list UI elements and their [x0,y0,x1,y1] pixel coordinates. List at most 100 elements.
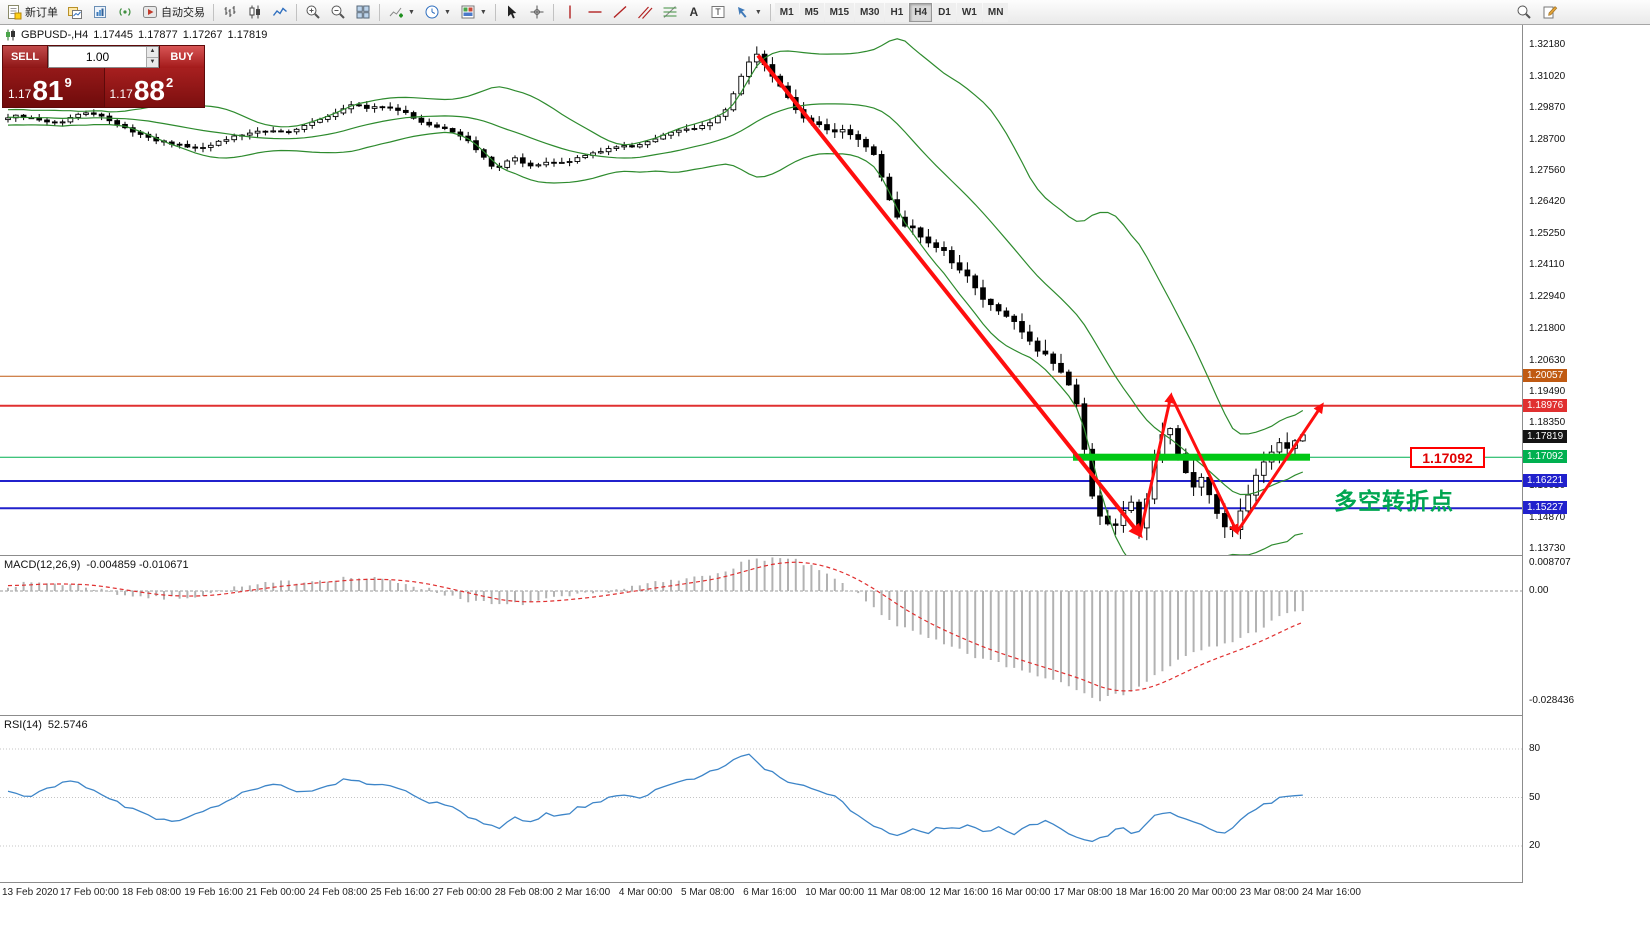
time-axis-label: 23 Mar 08:00 [1239,887,1299,898]
trendline-button[interactable] [608,2,632,23]
chevron-down-icon: ▼ [479,8,487,16]
volume-field[interactable]: 1.00 ▲ ▼ [48,46,159,68]
vertical-line-icon [569,5,571,19]
indicators-icon [389,7,403,18]
macd-header: MACD(12,26,9) -0.004859 -0.010671 [4,559,189,571]
crosshair-button[interactable] [525,2,549,23]
ohlc-open: 1.17445 [93,29,134,41]
macd-scale-label: 0.008707 [1529,557,1571,568]
volume-value[interactable]: 1.00 [85,50,110,64]
timeframe-h4-button[interactable]: H4 [909,2,933,22]
cursor-button[interactable] [500,2,524,23]
timeframe-d1-button[interactable]: D1 [933,2,956,22]
edit-button[interactable] [1538,2,1562,23]
rsi-scale-label: 80 [1529,743,1541,754]
indicators-button[interactable]: ▼ [384,2,419,23]
edit-icon [1543,6,1558,19]
bar-chart-button[interactable] [218,2,242,23]
timeframe-h1-button[interactable]: H1 [885,2,909,22]
price-chart-panel[interactable]: GBPUSD-,H4 1.17445 1.17877 1.17267 1.178… [0,25,1522,556]
rsi-panel[interactable]: RSI(14) 52.5746 [0,716,1522,883]
trendline-icon [613,5,627,19]
price-axis-tick: 1.21800 [1529,322,1566,334]
time-axis-label: 16 Mar 00:00 [991,887,1051,898]
horizontal-line-icon [588,11,602,13]
chart-header: GBPUSD-,H4 1.17445 1.17877 1.17267 1.178… [5,29,267,41]
horizontal-line-button[interactable] [583,2,607,23]
new-order-icon [8,5,22,20]
text-button[interactable]: A [689,5,699,19]
sell-price-pip: 9 [64,75,72,90]
timeframe-m1-button[interactable]: M1 [774,2,799,22]
rsi-canvas [0,748,1522,847]
svg-text:T: T [715,7,721,17]
volume-down-button[interactable]: ▼ [146,56,158,67]
rsi-header: RSI(14) 52.5746 [4,719,88,731]
time-axis-label: 18 Mar 16:00 [1115,887,1175,898]
price-axis-tick: 1.24110 [1529,259,1565,271]
fibonacci-button[interactable] [658,2,682,23]
new-order-button[interactable]: 新订单 [2,2,62,23]
sell-price-button[interactable]: 1.17 81 9 [3,68,104,107]
price-chart-canvas[interactable] [0,25,1522,556]
vertical-line-button[interactable] [558,2,582,23]
timeframe-w1-button[interactable]: W1 [956,2,982,22]
time-axis-label: 20 Mar 00:00 [1177,887,1237,898]
text-label-button[interactable]: T [706,2,730,23]
price-axis-tick: 1.19490 [1529,385,1566,397]
price-axis-tick: 1.13730 [1529,543,1566,555]
timeframe-m5-button[interactable]: M5 [799,2,824,22]
arrows-icon [737,7,747,18]
price-axis[interactable]: 1.32180 1.31020 1.29870 1.28700 1.27560 1.264… [1522,25,1650,883]
sell-button[interactable]: SELL [3,46,48,68]
templates-button[interactable]: ▼ [456,2,491,23]
macd-scale-label: -0.028436 [1529,695,1575,707]
price-axis-tick: 1.32180 [1529,39,1566,50]
macd-canvas [0,557,1522,702]
tile-windows-button[interactable] [351,2,375,23]
timeframe-mn-button[interactable]: MN [982,2,1009,22]
line-chart-button[interactable] [268,2,292,23]
buy-price-prefix: 1.17 [109,87,133,101]
price-axis-tick: 1.27560 [1529,165,1566,177]
zoom-in-button[interactable] [301,2,325,23]
price-marker-label: 1.16221 [1523,473,1568,487]
zoom-out-button[interactable] [326,2,350,23]
buy-button[interactable]: BUY [159,46,204,68]
periods-button[interactable]: ▼ [420,2,455,23]
price-marker-label: 1.17092 [1523,450,1568,464]
time-axis[interactable]: 13 Feb 2020 17 Feb 00:00 18 Feb 08:00 19 Fe… [0,883,1650,943]
time-axis-label: 13 Feb 2020 [2,887,59,898]
arrows-button[interactable]: ▼ [731,2,766,23]
time-axis-label: 17 Feb 00:00 [60,887,119,898]
profiles-icon [94,6,106,18]
macd-title: MACD(12,26,9) [4,559,81,571]
tile-windows-icon [356,5,370,19]
signals-button[interactable] [113,2,137,23]
price-axis-tick: 1.25250 [1529,228,1566,240]
price-marker-label: 1.17819 [1523,430,1568,444]
profiles-button[interactable] [88,2,112,23]
channel-button[interactable] [633,2,657,23]
ohlc-high: 1.17877 [138,29,178,41]
candlestick-chart-button[interactable] [243,2,267,23]
ohlc-close: 1.17819 [227,29,268,41]
time-axis-label: 18 Feb 08:00 [122,887,182,898]
rsi-scale-label: 20 [1529,840,1541,852]
time-axis-label: 10 Mar 00:00 [805,887,865,898]
autotrading-button[interactable]: 自动交易 [138,2,209,23]
buy-price-button[interactable]: 1.17 88 2 [103,68,204,107]
timeframe-m15-button[interactable]: M15 [824,2,855,22]
charts-stack-button[interactable] [63,2,87,23]
toolbar-separator [769,3,771,21]
timeframe-m30-button[interactable]: M30 [855,2,885,22]
volume-up-button[interactable]: ▲ [146,47,158,57]
macd-panel[interactable]: MACD(12,26,9) -0.004859 -0.010671 [0,556,1522,716]
search-button[interactable] [1512,2,1536,23]
cursor-icon [507,5,517,19]
sell-price-big: 81 [32,75,64,106]
support-price-callout: 1.17092 [1410,447,1485,468]
sell-price-prefix: 1.17 [8,87,32,101]
buy-price-pip: 2 [166,75,174,90]
